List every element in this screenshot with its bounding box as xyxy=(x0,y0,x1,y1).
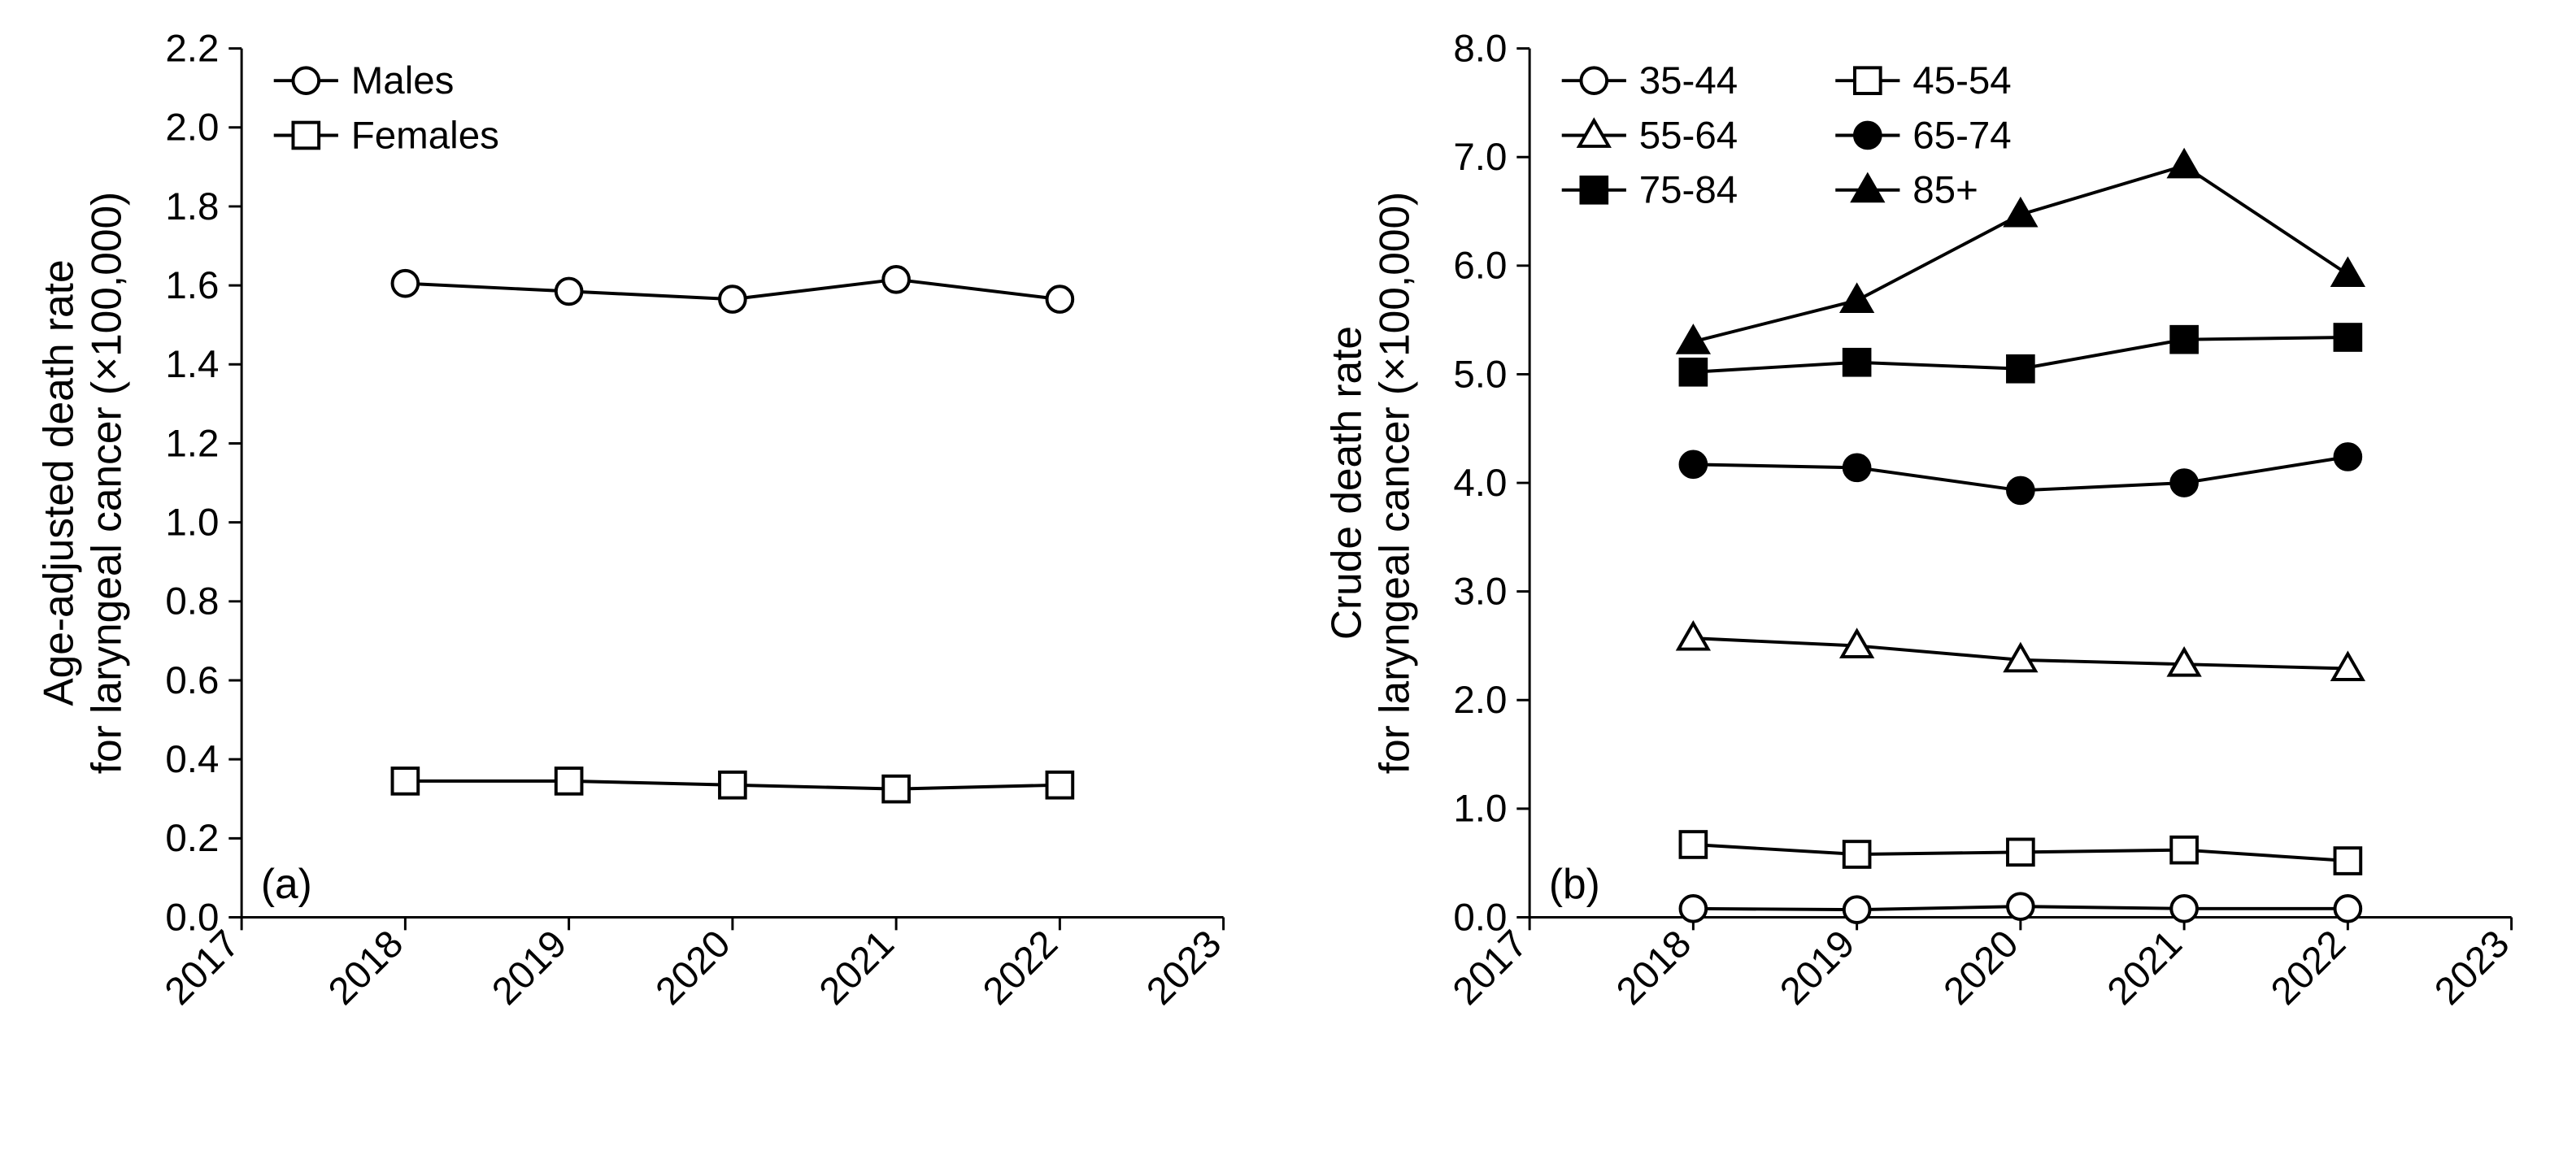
legend-item-males: Males xyxy=(351,59,455,102)
y-tick-label: 7.0 xyxy=(1453,136,1507,179)
y-tick-label: 1.0 xyxy=(1453,788,1507,831)
y-tick-label: 6.0 xyxy=(1453,245,1507,288)
x-tick-label: 2019 xyxy=(1772,922,1863,1013)
y-tick-label: 2.2 xyxy=(165,27,219,70)
chart-b: 0.01.02.03.04.05.06.07.08.02017201820192… xyxy=(1304,16,2560,1143)
y-tick-label: 1.8 xyxy=(165,185,219,228)
y-tick-label: 1.0 xyxy=(165,501,219,544)
y-tick-label: 1.2 xyxy=(165,422,219,465)
x-tick-label: 2021 xyxy=(812,922,903,1013)
y-axis-title-line1: Crude death rate xyxy=(1322,326,1369,640)
legend-item-45-54: 45-54 xyxy=(1912,59,2012,102)
y-tick-label: 0.2 xyxy=(165,817,219,860)
y-tick-label: 2.0 xyxy=(1453,679,1507,722)
y-tick-label: 0.6 xyxy=(165,659,219,702)
x-tick-label: 2019 xyxy=(484,922,575,1013)
panel-label: (b) xyxy=(1549,860,1600,907)
legend-item-85-: 85+ xyxy=(1912,169,1978,212)
panel-label: (a) xyxy=(261,860,312,907)
chart-a-wrapper: 0.00.20.40.60.81.01.21.41.61.82.02.22017… xyxy=(16,16,1272,1143)
charts-container: 0.00.20.40.60.81.01.21.41.61.82.02.22017… xyxy=(16,16,2560,1143)
x-tick-label: 2023 xyxy=(1138,922,1229,1013)
y-tick-label: 2.0 xyxy=(165,106,219,150)
series-line-85- xyxy=(1693,166,2348,341)
x-tick-label: 2020 xyxy=(1935,922,2026,1013)
y-tick-label: 3.0 xyxy=(1453,571,1507,614)
legend-item-55-64: 55-64 xyxy=(1639,114,1738,157)
y-tick-label: 0.8 xyxy=(165,580,219,623)
chart-b-wrapper: 0.01.02.03.04.05.06.07.08.02017201820192… xyxy=(1304,16,2560,1143)
x-tick-label: 2022 xyxy=(2263,922,2354,1013)
x-tick-label: 2021 xyxy=(2100,922,2191,1013)
chart-a: 0.00.20.40.60.81.01.21.41.61.82.02.22017… xyxy=(16,16,1272,1143)
x-tick-label: 2020 xyxy=(647,922,738,1013)
y-tick-label: 4.0 xyxy=(1453,462,1507,505)
y-tick-label: 8.0 xyxy=(1453,27,1507,70)
x-tick-label: 2023 xyxy=(2426,922,2517,1013)
x-tick-label: 2022 xyxy=(975,922,1066,1013)
legend-item-35-44: 35-44 xyxy=(1639,59,1738,102)
y-tick-label: 0.4 xyxy=(165,738,219,781)
y-axis-title-line1: Age-adjusted death rate xyxy=(34,259,81,706)
y-axis-title-line2: for laryngeal cancer (×100,000) xyxy=(83,192,130,774)
legend-item-females: Females xyxy=(351,114,499,157)
legend-item-75-84: 75-84 xyxy=(1639,169,1738,212)
y-tick-label: 1.4 xyxy=(165,343,219,386)
y-tick-label: 5.0 xyxy=(1453,353,1507,396)
x-tick-label: 2018 xyxy=(320,922,411,1013)
y-tick-label: 1.6 xyxy=(165,264,219,307)
legend-item-65-74: 65-74 xyxy=(1912,114,2012,157)
x-tick-label: 2018 xyxy=(1608,922,1699,1013)
y-axis-title-line2: for laryngeal cancer (×100,000) xyxy=(1371,192,1418,774)
